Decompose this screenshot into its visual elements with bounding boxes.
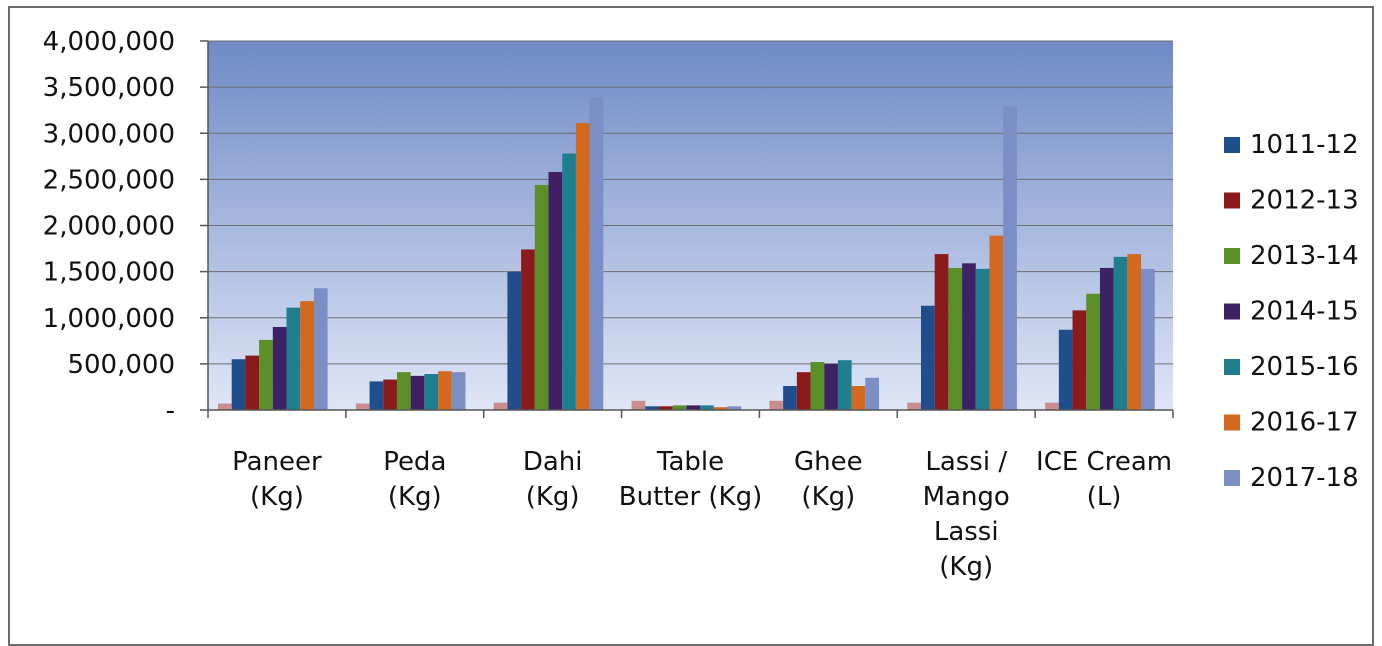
bar: [851, 386, 866, 410]
legend-label: 2017-18: [1250, 463, 1359, 493]
legend-swatch: [1224, 470, 1240, 486]
bar: [1086, 293, 1100, 410]
bar: [534, 184, 549, 410]
legend-swatch: [1224, 248, 1240, 264]
legend-swatch: [1224, 303, 1240, 320]
bar: [575, 123, 590, 410]
bar: [438, 371, 452, 410]
legend-swatch: [1224, 137, 1240, 153]
legend-swatch: [1224, 414, 1240, 431]
bar: [300, 301, 314, 410]
legend-label: 2012-13: [1250, 186, 1359, 216]
bar: [1072, 310, 1087, 410]
bar: [424, 374, 439, 410]
y-tick-label: 2,000,000: [43, 212, 175, 242]
y-tick-label: -: [166, 396, 175, 426]
bar: [1113, 256, 1128, 410]
bar: [713, 407, 728, 410]
bar: [355, 403, 370, 410]
bar: [658, 406, 673, 410]
bar: [286, 307, 301, 410]
bar: [686, 405, 701, 410]
legend-swatch: [1224, 359, 1240, 375]
x-tick-labels: Paneer (Kg) Peda (Kg) Dahi (Kg) Table Butter (K…: [232, 447, 1172, 582]
bar: [810, 362, 825, 410]
bar: [589, 97, 604, 411]
bar: [975, 268, 990, 410]
bar: [962, 263, 976, 410]
bar: [1099, 267, 1114, 410]
bar: [865, 377, 880, 410]
bar: [451, 372, 466, 410]
y-tick-label: 4,000,000: [43, 27, 175, 57]
x-tick-label: Dahi (Kg): [523, 447, 583, 512]
bar: [218, 403, 232, 410]
bar: [796, 372, 811, 410]
bar: [548, 171, 563, 410]
bar: [989, 235, 1004, 410]
bar: [272, 326, 287, 410]
bar: [410, 375, 425, 410]
bar: [562, 153, 576, 411]
legend: 1011-12 2012-13 2013-14 2014-15 2015-16 2016-…: [1224, 130, 1359, 493]
x-tick-label: Paneer (Kg): [232, 447, 322, 512]
bar: [837, 360, 852, 410]
legend-swatch: [1224, 192, 1240, 209]
y-tick-label: 3,500,000: [43, 73, 175, 103]
legend-label: 1011-12: [1250, 130, 1359, 160]
x-tick-label: Table Butter (Kg): [619, 447, 763, 512]
y-tick-label: 2,500,000: [43, 165, 175, 195]
bar: [645, 406, 659, 410]
bar: [948, 267, 963, 410]
bar: [934, 254, 949, 410]
bar: [672, 405, 687, 410]
bar: [1058, 329, 1073, 410]
bar: [383, 379, 397, 410]
bar: [783, 386, 797, 410]
legend-label: 2016-17: [1250, 408, 1359, 438]
x-tick-label: Peda (Kg): [383, 447, 446, 512]
bar: [493, 402, 508, 410]
bar: [727, 406, 742, 410]
bars: [218, 97, 1155, 411]
bar: [369, 381, 384, 410]
bar: [920, 305, 935, 410]
bar: [259, 339, 273, 410]
legend-label: 2013-14: [1250, 241, 1359, 271]
legend-label: 2015-16: [1250, 352, 1359, 382]
grouped-bar-chart: - 500,000 1,000,000 1,500,000 2,000,000 2,500…: [43, 27, 1359, 582]
bar: [1003, 106, 1017, 410]
bar: [231, 359, 246, 410]
bar: [1127, 254, 1142, 410]
legend-label: 2014-15: [1250, 297, 1359, 327]
y-tick-label: 3,000,000: [43, 119, 175, 149]
bar: [245, 355, 260, 410]
x-tick-label: ICE Cream (L): [1036, 447, 1172, 512]
bar: [824, 363, 838, 410]
y-tick-label: 1,500,000: [43, 258, 175, 288]
bar: [313, 288, 328, 410]
bar: [1141, 268, 1155, 410]
axes: [207, 41, 1174, 418]
bar: [1045, 402, 1059, 410]
bar: [507, 271, 522, 410]
y-tick-labels: - 500,000 1,000,000 1,500,000 2,000,000 2,500…: [43, 27, 175, 426]
x-tick-label: Ghee (Kg): [794, 447, 863, 512]
bar: [521, 249, 535, 410]
y-tick-label: 1,000,000: [43, 304, 175, 334]
bar: [631, 400, 646, 410]
bar: [396, 372, 411, 410]
x-tick-label: Lassi / Mango Lassi (Kg): [923, 447, 1010, 582]
y-tick-label: 500,000: [67, 350, 175, 380]
bar: [700, 405, 714, 410]
bar: [769, 400, 784, 410]
bar: [907, 402, 921, 410]
